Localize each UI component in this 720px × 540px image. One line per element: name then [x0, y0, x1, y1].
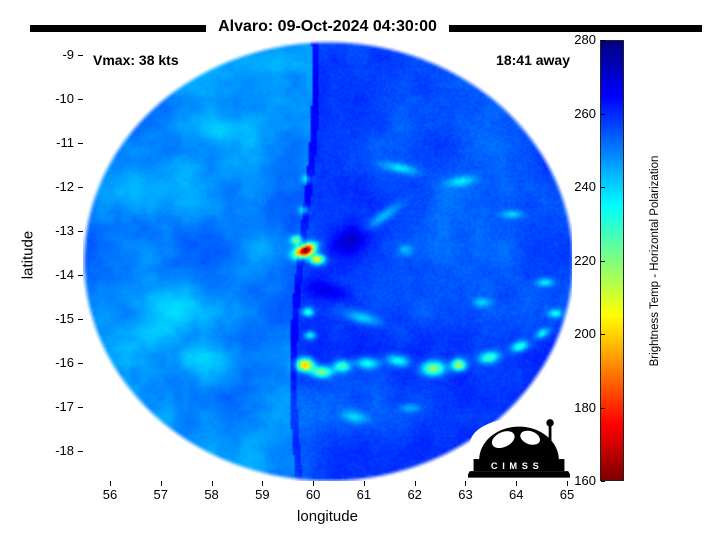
- x-tick-mark: [567, 481, 569, 486]
- x-tick-label: 64: [509, 487, 524, 502]
- x-axis-label: longitude: [297, 508, 358, 525]
- x-tick-label: 56: [102, 487, 118, 502]
- colorbar-tick-label: 260: [574, 105, 596, 121]
- logo-tower-ball: [546, 419, 554, 427]
- y-tick-label: -11: [56, 135, 74, 150]
- colorbar-tick-label: 240: [574, 179, 596, 194]
- x-tick-label: 63: [458, 487, 473, 502]
- y-tick-label: -17: [55, 399, 74, 414]
- logo-base: [468, 471, 570, 478]
- y-tick-label: -12: [55, 179, 74, 194]
- y-tick-mark: [78, 407, 83, 408]
- y-tick-mark: [78, 99, 83, 100]
- y-tick-mark: [78, 55, 83, 56]
- y-tick-label: -10: [55, 91, 74, 106]
- colorbar-tick-mark: [601, 113, 605, 115]
- x-tick-mark: [110, 481, 111, 486]
- x-tick-label: 59: [255, 487, 270, 502]
- y-tick-mark: [78, 231, 83, 232]
- x-tick-label: 60: [305, 487, 321, 502]
- colorbar-tick-mark: [601, 260, 605, 262]
- plot-area: Vmax: 38 kts 18:41 away CIMSS: [83, 40, 572, 481]
- x-tick-label: 65: [559, 487, 575, 502]
- y-tick-label: -18: [55, 443, 74, 458]
- x-tick-mark: [414, 481, 416, 486]
- colorbar-tick-mark: [601, 334, 605, 335]
- x-tick-label: 58: [204, 487, 219, 502]
- logo-text-bar: [473, 459, 565, 472]
- colorbar-tick-mark: [601, 187, 605, 188]
- y-tick-label: -14: [55, 267, 74, 282]
- logo-tower: [548, 425, 552, 461]
- y-tick-mark: [78, 187, 83, 188]
- x-tick-label: 61: [356, 487, 372, 502]
- x-tick-label: 57: [153, 487, 168, 502]
- y-tick-mark: [78, 319, 83, 320]
- colorbar-tick-label: 280: [574, 32, 596, 47]
- chart-title: Alvaro: 09-Oct-2024 04:30:00: [206, 18, 449, 36]
- colorbar-tick-mark: [601, 481, 605, 482]
- colorbar-tick-label: 220: [574, 252, 596, 268]
- y-axis-label: latitude: [19, 230, 37, 280]
- satellite-dish-icon: [491, 431, 515, 449]
- y-tick-mark: [78, 275, 83, 276]
- x-tick-mark: [313, 481, 315, 486]
- y-tick-label: -13: [55, 223, 74, 238]
- colorbar-tick-mark: [601, 407, 605, 409]
- colorbar-gradient: [601, 41, 623, 480]
- x-tick-mark: [211, 481, 213, 486]
- colorbar-tick-label: 160: [574, 473, 596, 488]
- title-wrap: Alvaro: 09-Oct-2024 04:30:00: [83, 18, 572, 36]
- x-tick-label: 62: [407, 487, 422, 502]
- x-tick-mark: [160, 481, 162, 486]
- cimss-logo: CIMSS: [468, 418, 570, 478]
- y-tick-mark: [78, 363, 83, 364]
- colorbar-tick-label: 200: [574, 326, 596, 341]
- y-tick-mark: [78, 451, 83, 452]
- y-tick-label: -9: [62, 47, 74, 62]
- colorbar-label: Brightness Temp - Horizontal Polarizatio…: [649, 155, 661, 367]
- eta-annotation: 18:41 away: [496, 52, 570, 68]
- y-tick-label: -15: [55, 311, 74, 326]
- x-tick-mark: [363, 481, 365, 486]
- satellite-dish-icon: [520, 430, 540, 445]
- x-tick-mark: [516, 481, 518, 486]
- y-tick-mark: [78, 143, 83, 144]
- x-tick-mark: [465, 481, 467, 486]
- colorbar-tick-label: 180: [574, 399, 596, 415]
- colorbar-tick-mark: [601, 40, 605, 41]
- y-tick-label: -16: [55, 355, 74, 370]
- vmax-annotation: Vmax: 38 kts: [93, 52, 179, 68]
- x-tick-mark: [262, 481, 264, 486]
- satellite-swath-image: [83, 40, 572, 481]
- cimss-logo-text: CIMSS: [491, 461, 544, 471]
